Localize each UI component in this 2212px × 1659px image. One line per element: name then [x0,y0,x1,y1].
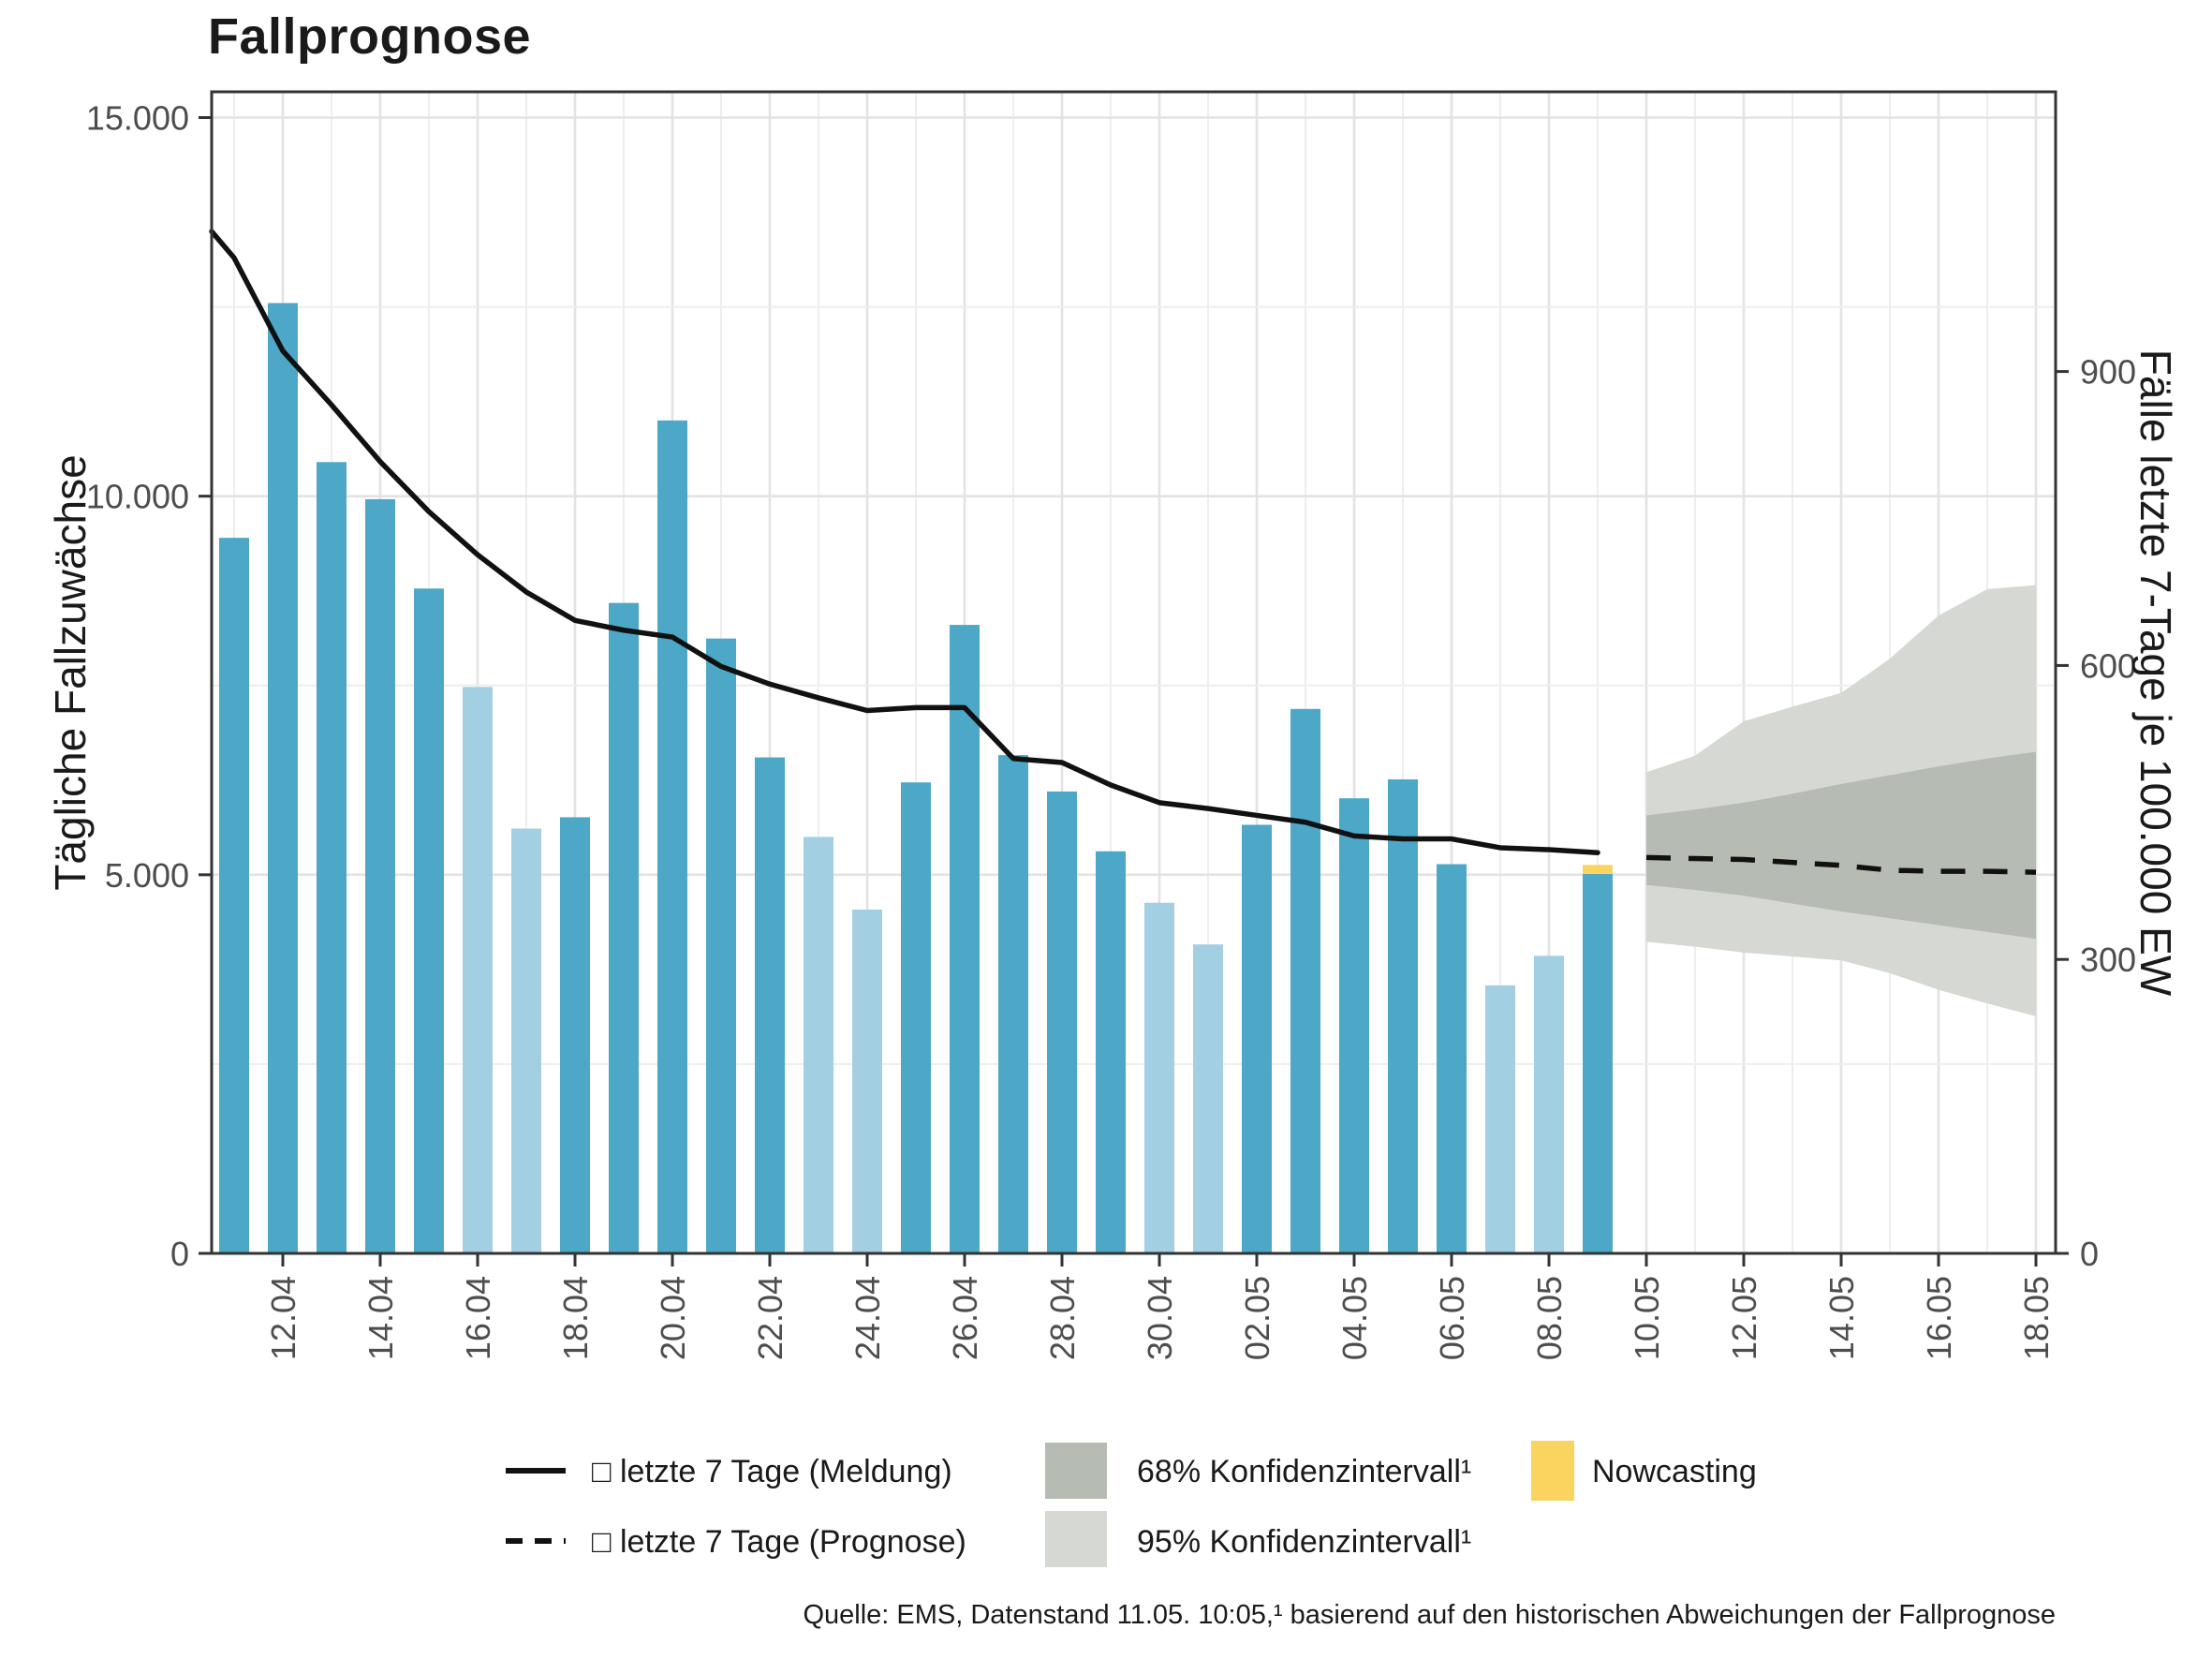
bar [511,828,541,1253]
bar [219,538,249,1253]
bar [1144,902,1174,1253]
ci68-band [1646,751,2036,940]
x-tick-label: 12.04 [264,1276,302,1360]
legend-ci95-swatch [1045,1511,1107,1567]
legend-nowcasting-swatch [1531,1441,1574,1501]
x-tick-label: 02.05 [1238,1276,1276,1360]
x-tick-label: 14.04 [361,1276,400,1360]
bar [1096,851,1126,1253]
bar [365,498,395,1253]
bar [852,910,882,1253]
bar [657,420,687,1253]
x-tick-label: 18.04 [556,1276,595,1360]
bar [463,687,493,1253]
x-tick-label: 30.04 [1141,1276,1179,1360]
bar [609,602,639,1253]
bar [1242,824,1272,1253]
x-tick-label: 16.05 [1920,1276,1958,1360]
x-tick-label: 24.04 [848,1276,887,1360]
x-tick-label: 20.04 [654,1276,692,1360]
legend-meldung-label: □ letzte 7 Tage (Meldung) [592,1454,952,1489]
prognose-line [1645,854,2037,875]
panel-frame [210,90,2057,1255]
bar [901,782,931,1253]
y-left-tick-label: 0 [170,1235,189,1273]
x-tick-label: 12.05 [1725,1276,1763,1360]
bar [755,757,785,1253]
x-tick-label: 08.05 [1530,1276,1569,1360]
x-tick-label: 10.05 [1628,1276,1666,1360]
page-title: Fallprognose [208,8,532,65]
y-left-tick-label: 10.000 [86,478,189,516]
bar [804,837,833,1253]
bar [414,588,444,1253]
bar [1047,791,1077,1253]
bar [1583,874,1613,1253]
bar [1339,798,1369,1253]
x-tick-label: 16.04 [459,1276,497,1360]
y-right-tick-label: 0 [2080,1235,2099,1273]
x-tick-label: 28.04 [1043,1276,1082,1360]
nowcasting-bar [1583,865,1613,875]
legend-ci68-swatch [1045,1443,1107,1499]
x-tick-label: 04.05 [1335,1276,1374,1360]
y-right-tick-label: 300 [2080,941,2136,979]
y-axis-title-left: Tägliche Fallzuwächse [46,454,95,891]
y-right-tick-label: 900 [2080,353,2136,392]
x-tick-label: 14.05 [1822,1276,1861,1360]
bar [1534,955,1564,1253]
legend-prognose-line-swatch [506,1538,566,1544]
bar [1290,708,1320,1253]
legend-meldung-line-swatch [506,1468,566,1474]
x-tick-label: 06.05 [1433,1276,1471,1360]
y-left-tick-label: 15.000 [86,99,189,138]
bar [706,638,736,1253]
y-left-tick-label: 5.000 [105,856,189,895]
bar [950,625,980,1253]
bar [998,755,1028,1253]
bar [268,303,298,1254]
bar [317,462,347,1254]
bar [1193,944,1223,1253]
y-right-tick-label: 600 [2080,646,2136,685]
x-tick-label: 26.04 [946,1276,984,1360]
y-axis-title-right: Fälle letzte 7-Tage je 100.000 EW [2131,348,2180,997]
meldung-line [209,229,1600,855]
bar [1388,778,1418,1253]
legend-ci68-label: 68% Konfidenzintervall¹ [1137,1454,1472,1489]
source-note: Quelle: EMS, Datenstand 11.05. 10:05,¹ b… [803,1600,2056,1630]
x-tick-label: 22.04 [751,1276,789,1360]
bar [1437,864,1467,1253]
x-tick-label: 18.05 [2017,1276,2056,1360]
bar [560,817,590,1253]
legend-nowcasting-label: Nowcasting [1592,1454,1757,1489]
legend-ci95-label: 95% Konfidenzintervall¹ [1137,1524,1472,1560]
bar [1485,985,1515,1253]
legend-prognose-label: □ letzte 7 Tage (Prognose) [592,1524,966,1560]
